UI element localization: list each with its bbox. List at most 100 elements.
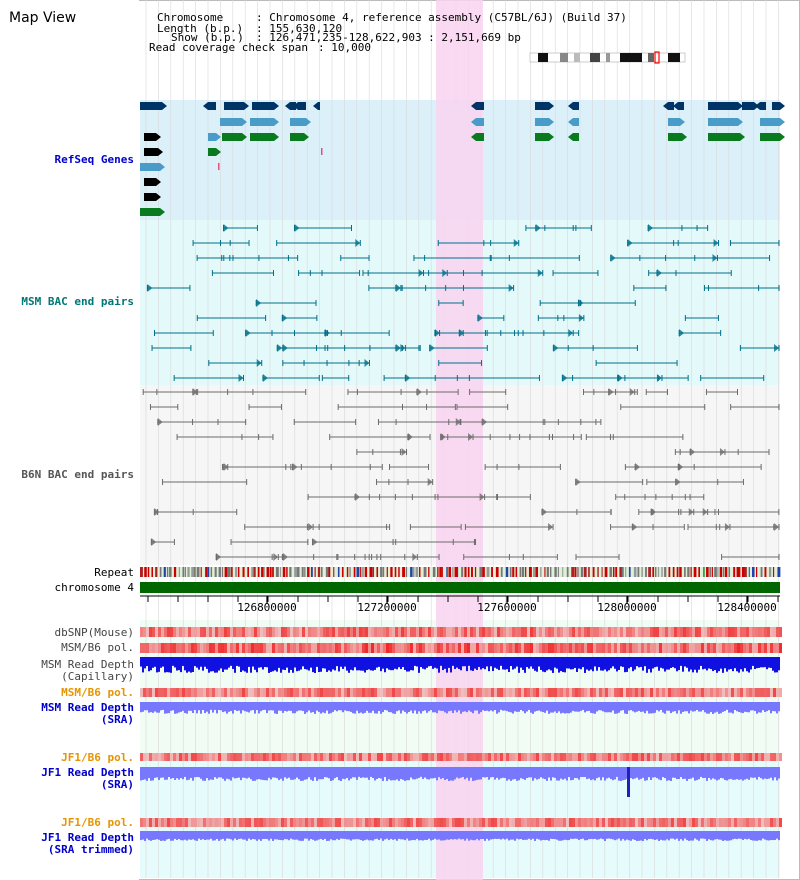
- jf1-b6-pol-trimmed-heat-track[interactable]: [140, 818, 782, 827]
- depth-bar: [164, 657, 166, 673]
- repeat-tick: [470, 567, 473, 577]
- depth-bar: [656, 702, 658, 711]
- repeat-tick: [297, 567, 300, 577]
- track-label-jf1-depth-1[interactable]: JF1 Read Depth: [41, 766, 134, 779]
- msm-bac-track[interactable]: [146, 224, 780, 382]
- depth-bar: [680, 702, 682, 714]
- heat-cell: [731, 818, 734, 827]
- heat-cell: [512, 818, 515, 827]
- depth-bar: [586, 767, 588, 780]
- heat-cell: [464, 643, 467, 653]
- depth-bar: [476, 657, 478, 670]
- depth-bar: [388, 767, 390, 780]
- depth-bar: [402, 831, 404, 840]
- depth-bar: [742, 831, 744, 840]
- depth-bar: [462, 831, 464, 840]
- repeat-tick: [554, 567, 557, 577]
- repeat-tick: [676, 567, 679, 577]
- depth-bar: [520, 767, 522, 779]
- heat-cell: [560, 818, 563, 827]
- bac-end-arrow: [400, 344, 406, 352]
- depth-bar: [148, 831, 150, 841]
- depth-bar: [154, 702, 156, 712]
- gene-arrow: [568, 118, 573, 126]
- depth-bar: [552, 831, 554, 840]
- depth-bar: [226, 767, 228, 779]
- depth-bar: [472, 831, 474, 841]
- depth-bar: [332, 831, 334, 841]
- gene-arrow: [568, 133, 573, 141]
- dbsnp-heat-track[interactable]: [140, 627, 782, 637]
- heat-cell: [170, 818, 173, 827]
- track-label-msm-b6-pol-sra[interactable]: MSM/B6 pol.: [61, 686, 134, 699]
- track-label-msm-b6-pol[interactable]: MSM/B6 pol.: [61, 641, 134, 654]
- heat-cell: [590, 643, 593, 653]
- depth-bar: [312, 831, 314, 840]
- depth-bar: [370, 831, 372, 841]
- repeat-tick: [709, 567, 712, 577]
- bac-end-arrow: [548, 523, 554, 531]
- depth-bar: [376, 702, 378, 714]
- depth-bar: [636, 767, 638, 778]
- gene-feature: [290, 133, 304, 141]
- track-label-repeat[interactable]: Repeat: [94, 566, 134, 579]
- depth-bar: [292, 767, 294, 780]
- heat-cell: [374, 688, 377, 697]
- jf1-read-depth-track[interactable]: [140, 767, 780, 797]
- depth-bar: [650, 657, 652, 673]
- depth-bar: [484, 767, 486, 778]
- heat-cell: [296, 818, 299, 827]
- jf1-b6-pol-heat-track[interactable]: [140, 753, 782, 761]
- track-label-dbsnp[interactable]: dbSNP(Mouse): [54, 626, 134, 639]
- depth-bar: [468, 831, 470, 841]
- track-label-jf1-b6-pol-2[interactable]: JF1/B6 pol.: [61, 816, 134, 829]
- depth-bar: [524, 831, 526, 840]
- b6n-bac-track[interactable]: [142, 388, 780, 561]
- depth-bar: [278, 767, 280, 781]
- refseq-genes-track[interactable]: [140, 102, 785, 216]
- repeat-track[interactable]: [140, 567, 781, 577]
- track-label-msm-bac[interactable]: MSM BAC end pairs: [21, 295, 134, 308]
- repeat-tick: [633, 567, 637, 577]
- heat-cell: [164, 818, 167, 827]
- msm-b6-pol-sra-heat-track[interactable]: [140, 688, 782, 697]
- depth-bar: [562, 657, 564, 673]
- bac-end-arrow: [238, 374, 244, 382]
- depth-bar: [548, 702, 550, 714]
- track-label-jf1-b6-pol[interactable]: JF1/B6 pol.: [61, 751, 134, 764]
- heat-cell: [761, 753, 764, 761]
- heat-cell: [161, 627, 164, 637]
- track-label-msm-depth-cap-1[interactable]: MSM Read Depth: [41, 658, 134, 671]
- repeat-tick: [415, 567, 419, 577]
- depth-bar: [320, 831, 322, 839]
- msm-read-depth-capillary-track[interactable]: [140, 657, 780, 673]
- depth-bar: [564, 702, 566, 714]
- heat-cell: [689, 818, 692, 827]
- heat-cell: [335, 753, 338, 761]
- track-label-b6n-bac[interactable]: B6N BAC end pairs: [21, 468, 134, 481]
- chromosome-ideogram[interactable]: [529, 51, 686, 64]
- depth-bar: [554, 767, 556, 778]
- depth-bar: [722, 767, 724, 779]
- msm-b6-pol-heat-track[interactable]: [140, 643, 782, 653]
- track-label-jf1-depth-trim-1[interactable]: JF1 Read Depth: [41, 831, 134, 844]
- depth-bar: [502, 831, 504, 839]
- gene-arrow: [738, 102, 743, 110]
- depth-bar: [686, 831, 688, 841]
- heat-cell: [338, 818, 341, 827]
- heat-cell: [377, 753, 380, 761]
- depth-bar: [688, 767, 690, 780]
- selection-highlight[interactable]: [436, 0, 483, 880]
- jf1-read-depth-trimmed-track[interactable]: [140, 831, 780, 841]
- heat-cell: [773, 818, 776, 827]
- msm-read-depth-sra-track[interactable]: [140, 702, 780, 714]
- heat-cell: [728, 688, 731, 697]
- repeat-tick: [540, 567, 542, 577]
- track-label-refseq[interactable]: RefSeq Genes: [54, 153, 134, 166]
- track-label-msm-depth-sra-1[interactable]: MSM Read Depth: [41, 701, 134, 714]
- depth-bar: [734, 702, 736, 711]
- depth-bar: [176, 657, 178, 671]
- depth-bar: [358, 702, 360, 714]
- heat-cell: [635, 627, 638, 637]
